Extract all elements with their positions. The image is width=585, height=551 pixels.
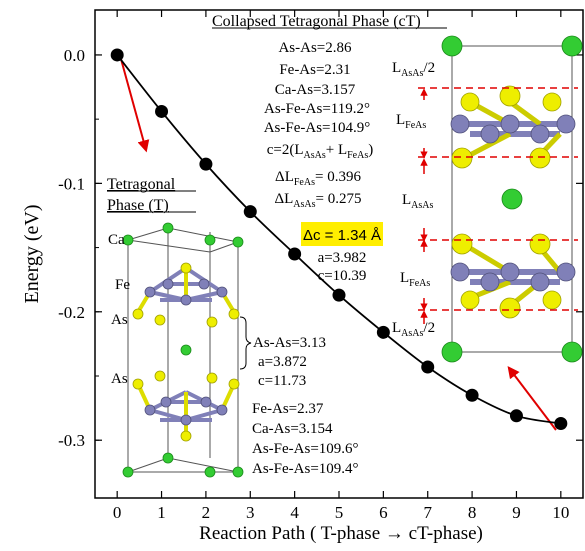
data-point — [465, 388, 479, 402]
data-point — [155, 104, 169, 118]
data-point — [288, 247, 302, 261]
ct-param-angle-2: As-Fe-As=104.9° — [264, 120, 371, 136]
label-l-asas-top: LAsAs/2 — [392, 60, 435, 79]
ct-param-c-formula: c=2(LAsAs+ LFeAs) — [267, 142, 374, 161]
label-l-feas-top: LFeAs — [396, 112, 426, 131]
data-point — [421, 360, 435, 374]
x-tick-label: 8 — [468, 503, 477, 522]
ct-phase-params: As-As=2.86 Fe-As=2.31 Ca-As=3.157 As-Fe-… — [264, 40, 374, 210]
data-point — [376, 325, 390, 339]
atom-label-ca: Ca — [108, 232, 125, 248]
ct-param-ca-as: Ca-As=3.157 — [275, 82, 356, 98]
x-tick-label: 6 — [379, 503, 388, 522]
x-tick-label: 2 — [202, 503, 211, 522]
data-point — [110, 48, 124, 62]
data-point — [509, 409, 523, 423]
t-param-fe-as: Fe-As=2.37 — [252, 401, 324, 417]
t-param-as-as: As-As=3.13 — [253, 335, 326, 351]
x-tick-label: 3 — [246, 503, 255, 522]
t-param-a: a=3.872 — [258, 354, 307, 370]
ct-param-c: c=10.39 — [318, 268, 367, 284]
ct-param-a: a=3.982 — [318, 250, 367, 266]
ct-param-dl-asas: ΔLAsAs= 0.275 — [274, 191, 361, 210]
ct-param-fe-as: Fe-As=2.31 — [279, 62, 350, 78]
label-l-feas-bot: LFeAs — [400, 270, 430, 289]
x-tick-label: 0 — [113, 503, 122, 522]
label-l-asas-mid: LAsAs — [402, 192, 434, 211]
data-point — [199, 157, 213, 171]
y-tick-label: -0.1 — [58, 174, 85, 193]
data-point — [332, 288, 346, 302]
x-tick-label: 1 — [157, 503, 166, 522]
t-phase-title-line1: Tetragonal — [107, 176, 176, 193]
arrow-to-ct-structure — [507, 366, 557, 431]
atom-label-as-2: As — [111, 371, 128, 387]
atom-label-as-1: As — [111, 312, 128, 328]
ct-param-angle-1: As-Fe-As=119.2° — [264, 101, 370, 117]
t-param-c: c=11.73 — [258, 373, 306, 389]
t-param-ca-as: Ca-As=3.154 — [252, 421, 333, 437]
t-param-angle-2: As-Fe-As=109.4° — [252, 461, 359, 477]
t-param-angle-1: As-Fe-As=109.6° — [252, 441, 359, 457]
data-point — [243, 205, 257, 219]
axis-ticks: 0 1 2 3 4 5 6 7 8 9 10 0.0 -0.1 -0.2 -0.3 — [58, 10, 583, 522]
y-tick-label: -0.3 — [58, 431, 85, 450]
x-tick-label: 5 — [335, 503, 344, 522]
t-phase-params: As-As=3.13 a=3.872 c=11.73 Fe-As=2.37 Ca… — [252, 335, 359, 477]
x-tick-label: 7 — [423, 503, 432, 522]
t-phase-title-line2: Phase (T) — [107, 197, 169, 214]
ct-param-as-as: As-As=2.86 — [278, 40, 352, 56]
y-axis-title: Energy (eV) — [21, 204, 43, 303]
t-phase-structure — [122, 222, 252, 478]
data-point — [554, 417, 568, 431]
energy-series — [110, 48, 568, 431]
delta-c-label: Δc = 1.34 Å — [303, 227, 381, 244]
arrow-to-t-structure — [120, 58, 150, 153]
x-tick-label: 9 — [512, 503, 521, 522]
label-l-asas-bot: LAsAs/2 — [392, 320, 435, 339]
ct-phase-title: Collapsed Tetragonal Phase (cT) — [212, 13, 421, 30]
x-tick-label: 4 — [290, 503, 299, 522]
ct-phase-structure — [418, 35, 583, 363]
ct-param-dl-feas: ΔLFeAs= 0.396 — [275, 169, 361, 188]
x-tick-label: 10 — [552, 503, 569, 522]
delta-c-highlight — [301, 222, 383, 246]
y-tick-label: 0.0 — [64, 46, 85, 65]
y-tick-label: -0.2 — [58, 303, 85, 322]
x-axis-title: Reaction Path ( T-phase → cT-phase) — [199, 523, 483, 544]
atom-label-fe: Fe — [115, 277, 130, 293]
